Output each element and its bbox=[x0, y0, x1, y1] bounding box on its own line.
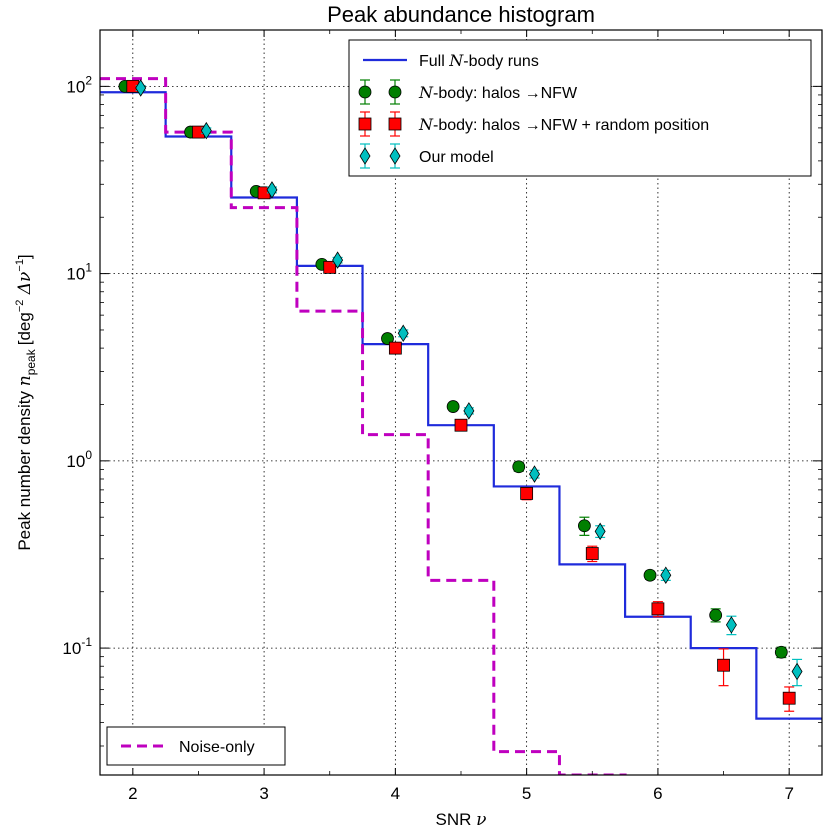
y-axis-label-units-open: [deg bbox=[15, 312, 34, 345]
y-tick-exponent: 2 bbox=[85, 73, 92, 87]
legend-our_model-label: Our model bbox=[419, 149, 494, 166]
halos_nfw_random-point bbox=[651, 602, 665, 616]
legend-entry-halos_nfw: N-body: halos →NFW bbox=[358, 79, 578, 105]
our_model-point bbox=[200, 121, 212, 140]
y-axis-label-units-exp2: −1 bbox=[14, 259, 26, 272]
y-axis-label-symbol: n bbox=[15, 375, 35, 386]
y-tick-exponent: 0 bbox=[85, 448, 92, 462]
legend-halos_nfw_random-marker bbox=[388, 117, 402, 131]
series-layer bbox=[100, 77, 822, 775]
y-tick-base: 10 bbox=[66, 265, 85, 284]
legend-halos_nfw_random-label: N-body: halos →NFW + random position bbox=[418, 115, 709, 134]
x-axis-label-symbol: ν bbox=[476, 810, 486, 830]
x-tick-label: 6 bbox=[653, 784, 662, 803]
y-tick-label: 101 bbox=[66, 261, 92, 284]
y-tick-exponent: 1 bbox=[85, 261, 92, 275]
y-axis-label: Peak number density npeak [deg−2 Δν−1] bbox=[14, 254, 38, 550]
halos_nfw-point bbox=[709, 608, 723, 622]
legend-bottom-left: Noise-only bbox=[106, 726, 286, 766]
x-tick-label: 4 bbox=[391, 784, 400, 803]
legend-our_model-marker bbox=[389, 147, 401, 165]
halos_nfw-point bbox=[512, 460, 526, 474]
our_model-point bbox=[791, 662, 803, 681]
legend-halos_nfw_random-marker bbox=[358, 117, 372, 131]
our_model-point bbox=[332, 251, 344, 269]
x-tick-label: 2 bbox=[128, 784, 137, 803]
x-tick-label: 5 bbox=[522, 784, 531, 803]
plot-area bbox=[100, 77, 822, 775]
y-axis-label-text: Peak number density bbox=[15, 386, 34, 550]
halos_nfw_random-point bbox=[782, 691, 796, 705]
halos_nfw_random-point bbox=[717, 658, 730, 672]
halos_nfw-point bbox=[774, 645, 788, 659]
y-tick-base: 10 bbox=[66, 77, 85, 96]
legend-entry-full: Full N-body runs bbox=[363, 51, 539, 70]
y-axis-label-units-exp: −2 bbox=[14, 300, 26, 313]
y-tick-base: 10 bbox=[66, 452, 85, 471]
legend-halos_nfw-marker bbox=[358, 85, 372, 99]
y-tick-label: 100 bbox=[66, 448, 92, 471]
x-tick-label: 7 bbox=[784, 784, 793, 803]
our_model-point bbox=[725, 616, 737, 634]
legend-full-label: Full N-body runs bbox=[419, 51, 539, 70]
halos_nfw-point bbox=[643, 568, 657, 582]
our_model-point bbox=[397, 324, 409, 343]
x-tick-label: 3 bbox=[259, 784, 268, 803]
halos_nfw_random-point bbox=[520, 487, 534, 500]
halos_nfw-point bbox=[446, 400, 460, 413]
y-axis-label-subscript: peak bbox=[24, 348, 38, 375]
legend-halos_nfw-marker bbox=[388, 85, 402, 99]
halos_nfw_random-point bbox=[388, 341, 402, 355]
our_model-point bbox=[266, 181, 278, 199]
halos_nfw-point bbox=[577, 519, 591, 533]
legend-bottom-box bbox=[106, 726, 286, 766]
halos_nfw_random-point bbox=[585, 547, 599, 560]
x-axis-label: SNR ν bbox=[436, 810, 487, 830]
our_model-point bbox=[594, 522, 606, 541]
our_model-point bbox=[529, 465, 540, 483]
chart-title: Peak abundance histogram bbox=[327, 2, 595, 27]
our_model-point bbox=[660, 566, 672, 584]
y-tick-label: 10-1 bbox=[62, 635, 92, 658]
x-axis-label-text: SNR bbox=[436, 810, 477, 829]
legend-top-right: Full N-body runs N-body: halos →NFW N-body… bbox=[348, 39, 812, 177]
legend-entry-halos_nfw_random: N-body: halos →NFW + random position bbox=[358, 111, 709, 137]
legend-entry-our_model: Our model bbox=[359, 143, 494, 169]
y-tick-base: 10 bbox=[62, 639, 81, 658]
legend-top-box bbox=[348, 39, 812, 177]
halos_nfw_random-point bbox=[323, 260, 337, 274]
halos_nfw_random-point bbox=[454, 418, 468, 432]
halos_nfw-point bbox=[381, 332, 394, 345]
our_model-point bbox=[463, 402, 475, 420]
y-axis-label-units-close: ] bbox=[15, 254, 34, 259]
y-tick-exponent: -1 bbox=[81, 635, 92, 649]
legend-halos_nfw-label: N-body: halos →NFW bbox=[418, 83, 578, 102]
legend-our_model-marker bbox=[359, 147, 371, 165]
legend-noise-label: Noise-only bbox=[179, 739, 255, 756]
our_model-point bbox=[135, 79, 147, 97]
y-axis-label-units-mid: Δν bbox=[15, 272, 35, 300]
y-tick-label: 102 bbox=[66, 73, 92, 96]
